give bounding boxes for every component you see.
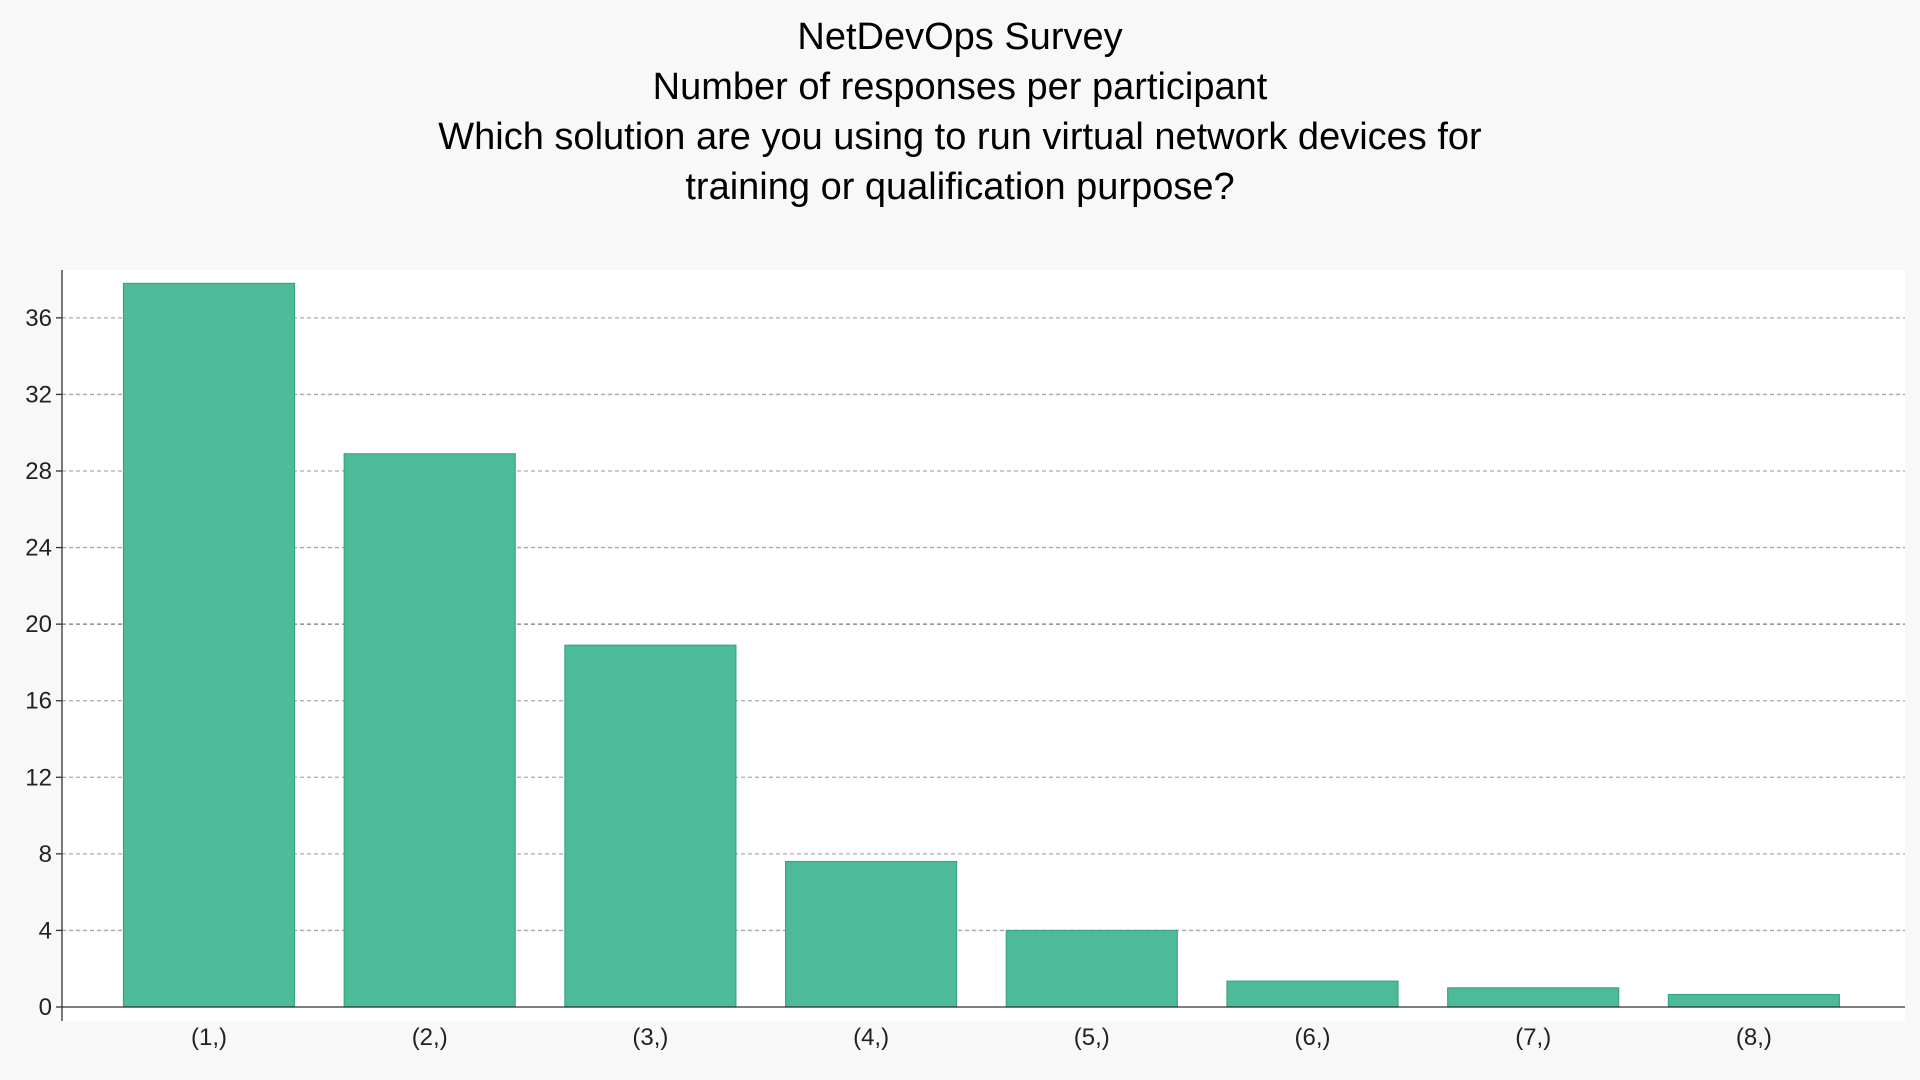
y-tick-label: 0 [39,994,52,1021]
chart-title: NetDevOps Survey Number of responses per… [0,12,1920,212]
gridlines [62,317,1905,932]
plot-area [62,270,1905,1021]
bar [1447,987,1620,1008]
x-tick-label: (7,) [1515,1024,1551,1051]
bar [784,860,958,1008]
y-tick-label: 8 [39,841,52,868]
y-tick-label: 12 [25,764,52,791]
x-tick-label: (3,) [632,1024,668,1051]
bar [122,282,296,1008]
bar [1226,980,1399,1008]
y-tick-label: 28 [25,458,52,485]
x-tick-label: (1,) [191,1024,227,1051]
axes [61,270,1905,1021]
x-tick-label: (6,) [1295,1024,1331,1051]
bars [122,282,1841,1008]
y-tick-label: 16 [25,688,52,715]
x-tick-label: (5,) [1074,1024,1110,1051]
x-axis-ticks: (1,) (2,) (3,) (4,) (5,) (6,) (7,) (8,) [191,1024,1772,1051]
y-tick-label: 32 [25,381,52,408]
bar [1005,929,1178,1008]
x-tick-label: (4,) [853,1024,889,1051]
y-tick-label: 36 [25,305,52,332]
x-tick-label: (2,) [412,1024,448,1051]
y-tick-label: 24 [25,535,52,562]
y-tick-label: 20 [25,611,52,638]
bar [343,453,516,1008]
bar [1667,993,1841,1008]
bar [564,644,737,1008]
chart-title-line-4: training or qualification purpose? [685,166,1235,208]
y-axis-ticks: 0 4 8 12 16 20 24 28 32 36 [25,305,62,1021]
chart-title-line-2: Number of responses per participant [652,66,1268,108]
chart-title-line-3: Which solution are you using to run virt… [438,116,1482,158]
y-tick-label: 4 [39,917,52,944]
x-tick-label: (8,) [1736,1024,1772,1051]
chart-title-line-1: NetDevOps Survey [797,16,1123,58]
